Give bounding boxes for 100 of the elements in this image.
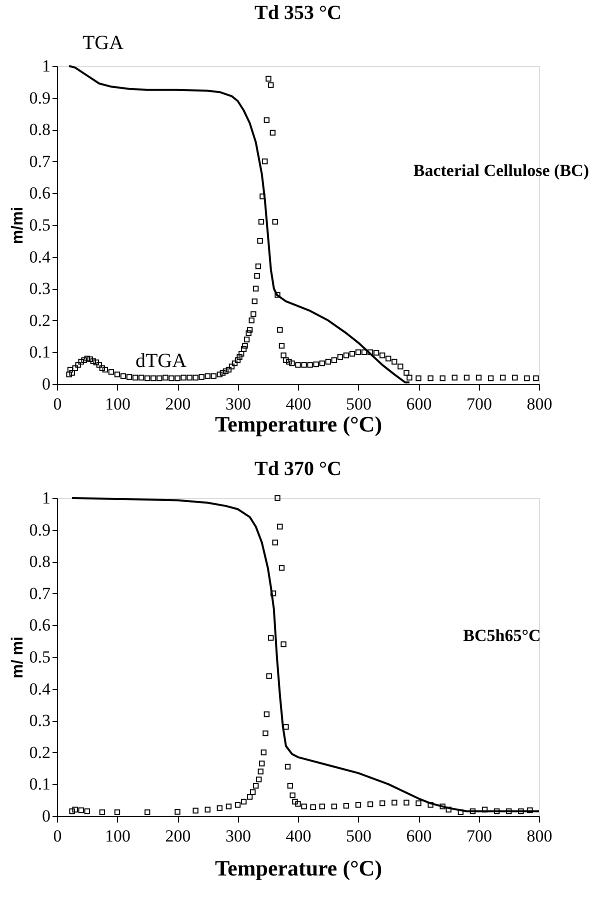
point bbox=[226, 804, 232, 810]
line-series bbox=[71, 497, 540, 812]
x-tick-label: 200 bbox=[165, 826, 191, 846]
point bbox=[250, 789, 256, 795]
point bbox=[272, 540, 278, 546]
point bbox=[99, 809, 106, 816]
x-tick-label: 700 bbox=[466, 826, 492, 846]
point bbox=[192, 808, 198, 814]
x-tick-label: 400 bbox=[286, 826, 312, 846]
point bbox=[319, 804, 325, 810]
point bbox=[404, 800, 410, 806]
point bbox=[234, 802, 241, 808]
x-tick-label: 100 bbox=[105, 394, 130, 414]
point bbox=[292, 798, 298, 805]
point bbox=[428, 802, 434, 808]
y-tick-label: 0.7 bbox=[29, 152, 51, 171]
y-axis-title: m/mi bbox=[9, 206, 26, 244]
point bbox=[174, 809, 180, 815]
point bbox=[258, 768, 264, 774]
y-tick-label: 0.9 bbox=[29, 520, 50, 540]
y-tick-label: 0 bbox=[42, 806, 50, 826]
point bbox=[266, 673, 272, 679]
point bbox=[268, 635, 274, 641]
point bbox=[527, 807, 533, 814]
y-tick-label: 0.8 bbox=[29, 120, 50, 140]
point bbox=[518, 808, 524, 814]
point bbox=[240, 798, 247, 805]
x-tick-label: 600 bbox=[406, 394, 432, 414]
point bbox=[277, 524, 283, 530]
x-tick-label: 800 bbox=[526, 394, 552, 414]
point bbox=[392, 800, 398, 806]
point bbox=[287, 782, 294, 789]
point bbox=[262, 730, 268, 736]
x-axis-title: Temperature (°C) bbox=[214, 412, 382, 436]
point bbox=[278, 565, 285, 571]
point bbox=[470, 808, 476, 814]
y-tick-label: 0.5 bbox=[29, 216, 50, 234]
series-label: dTGA bbox=[135, 350, 188, 372]
point bbox=[69, 808, 75, 814]
point bbox=[367, 801, 374, 808]
point bbox=[446, 806, 452, 812]
point bbox=[270, 590, 276, 596]
y-tick-label: 0.9 bbox=[29, 88, 50, 108]
chart-title: Td 370 °C bbox=[254, 458, 342, 480]
annotation: BC5h65°C bbox=[463, 626, 541, 645]
y-tick-label: 1 bbox=[42, 56, 50, 76]
point bbox=[458, 809, 464, 816]
point bbox=[144, 809, 150, 816]
point bbox=[246, 794, 253, 800]
y-tick-label: 0.6 bbox=[29, 184, 50, 203]
x-axis-title: Temperature (°C) bbox=[214, 856, 382, 880]
y-tick-label: 0.3 bbox=[29, 279, 50, 298]
point bbox=[343, 802, 350, 809]
point bbox=[260, 750, 267, 756]
point bbox=[440, 804, 446, 810]
x-tick-label: 500 bbox=[346, 826, 372, 846]
y-tick-label: 0 bbox=[42, 374, 50, 394]
point bbox=[506, 808, 512, 814]
x-tick-label: 300 bbox=[226, 394, 251, 414]
point bbox=[355, 802, 362, 808]
point bbox=[295, 801, 301, 807]
x-tick-label: 700 bbox=[466, 394, 492, 414]
point bbox=[283, 724, 289, 730]
x-tick-label: 500 bbox=[346, 394, 372, 414]
y-tick-label: 0.6 bbox=[29, 616, 50, 635]
x-tick-label: 400 bbox=[286, 394, 312, 414]
point bbox=[252, 782, 259, 789]
point bbox=[274, 495, 280, 501]
point bbox=[482, 806, 488, 812]
point bbox=[380, 800, 386, 806]
y-tick-label: 0.5 bbox=[29, 648, 50, 666]
y-tick-label: 0.1 bbox=[29, 774, 50, 794]
y-tick-label: 0.2 bbox=[29, 310, 50, 330]
y-tick-label: 0.1 bbox=[29, 342, 50, 362]
x-tick-label: 100 bbox=[105, 826, 130, 846]
point bbox=[264, 711, 270, 718]
point bbox=[301, 804, 307, 810]
series-label: TGA bbox=[82, 32, 124, 54]
chart-title: Td 353 °C bbox=[254, 2, 342, 24]
point bbox=[72, 806, 78, 812]
y-tick-label: 0.3 bbox=[29, 711, 50, 730]
x-tick-label: 800 bbox=[526, 826, 552, 846]
point bbox=[416, 800, 422, 806]
point bbox=[310, 804, 316, 810]
point bbox=[331, 804, 337, 810]
y-tick-label: 0.8 bbox=[29, 552, 50, 572]
x-tick-label: 300 bbox=[226, 826, 251, 846]
point bbox=[259, 760, 265, 766]
x-tick-label: 200 bbox=[165, 394, 191, 414]
point bbox=[114, 809, 120, 816]
y-tick-label: 1 bbox=[42, 488, 50, 508]
point bbox=[494, 808, 500, 814]
point bbox=[280, 641, 286, 648]
point bbox=[84, 808, 90, 814]
x-tick-label: 600 bbox=[406, 826, 432, 846]
point bbox=[78, 807, 84, 814]
point bbox=[256, 776, 262, 782]
point bbox=[290, 792, 296, 798]
y-tick-label: 0.7 bbox=[29, 584, 51, 603]
point bbox=[284, 764, 291, 770]
